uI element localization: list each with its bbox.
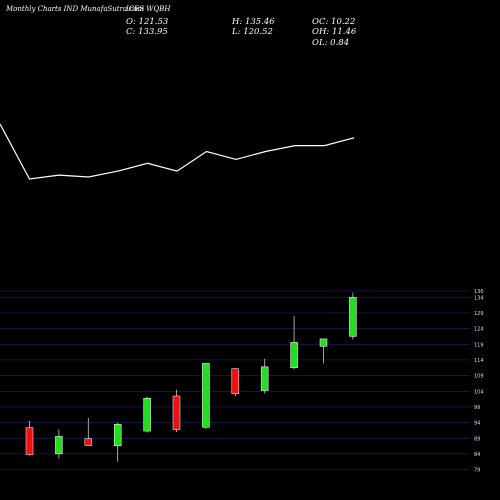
y-tick-label: 124 bbox=[474, 327, 484, 333]
candle-down bbox=[25, 427, 34, 455]
y-tick-label: 94 bbox=[474, 421, 480, 427]
overview-line bbox=[0, 123, 355, 180]
candle-up bbox=[260, 366, 269, 391]
candle-down bbox=[172, 395, 181, 430]
high-value: H: 135.46 bbox=[232, 17, 275, 27]
y-tick-label: 109 bbox=[474, 374, 484, 380]
candle-up bbox=[319, 338, 328, 347]
candle-up bbox=[113, 423, 122, 447]
candle-up bbox=[55, 436, 63, 455]
y-tick-label: 79 bbox=[474, 468, 480, 474]
y-tick-label: 119 bbox=[474, 342, 484, 348]
ol-value: OL: 0.84 bbox=[312, 38, 350, 48]
y-tick-label: 114 bbox=[474, 358, 484, 364]
open-value: O: 121.53 bbox=[126, 17, 169, 27]
candle-down bbox=[231, 368, 240, 395]
y-tick-label: 89 bbox=[474, 436, 480, 442]
y-tick-label: 99 bbox=[474, 405, 480, 411]
y-tick-label: 134 bbox=[474, 295, 484, 301]
candle-up bbox=[143, 397, 151, 432]
candle-up bbox=[202, 363, 210, 428]
oh-value: OH: 11.46 bbox=[312, 27, 357, 37]
candle-down bbox=[84, 438, 93, 446]
symbol-label: ICES WQBH bbox=[126, 5, 171, 13]
y-tick-label: 84 bbox=[474, 452, 480, 458]
y-tick-label: 129 bbox=[474, 311, 484, 317]
y-tick-label: 104 bbox=[474, 389, 484, 395]
candle-up bbox=[290, 342, 298, 369]
low-value: L: 120.52 bbox=[232, 27, 273, 37]
y-tick-label: 136 bbox=[474, 289, 484, 295]
chart-title: Monthly Charts IND MunafaSutra.com bbox=[6, 5, 145, 13]
candle-up bbox=[349, 297, 357, 337]
close-value: C: 133.95 bbox=[126, 27, 168, 37]
oc-value: OC: 10.22 bbox=[312, 17, 356, 27]
